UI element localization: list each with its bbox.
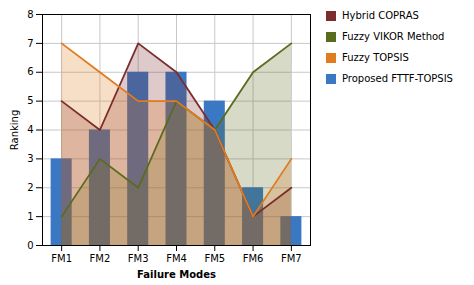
- svg-text:4: 4: [27, 124, 33, 135]
- svg-text:8: 8: [27, 9, 33, 20]
- html-text:Hybrid COPRAS: Hybrid COPRAS: [342, 10, 419, 21]
- svg-text:FM6: FM6: [243, 253, 264, 264]
- svg-text:FM7: FM7: [281, 253, 302, 264]
- svg-text:0: 0: [27, 240, 33, 251]
- svg-text:2: 2: [27, 182, 33, 193]
- svg-text:Failure Modes: Failure Modes: [137, 269, 216, 280]
- svg-text:FM3: FM3: [128, 253, 149, 264]
- svg-text:5: 5: [27, 95, 33, 106]
- svg-text:FM2: FM2: [90, 253, 111, 264]
- html-text:Fuzzy VIKOR Method: Fuzzy VIKOR Method: [342, 31, 445, 42]
- svg-text:FM4: FM4: [166, 253, 187, 264]
- svg-text:FM1: FM1: [51, 253, 72, 264]
- svg-text:Ranking: Ranking: [9, 110, 20, 150]
- svg-text:3: 3: [27, 153, 33, 164]
- svg-text:FM5: FM5: [204, 253, 225, 264]
- svg-text:1: 1: [27, 211, 33, 222]
- html-text:Fuzzy TOPSIS: Fuzzy TOPSIS: [342, 52, 409, 63]
- html-text:Proposed FTTF-TOPSIS: Proposed FTTF-TOPSIS: [342, 73, 453, 84]
- svg-text:6: 6: [27, 66, 33, 77]
- svg-text:7: 7: [27, 38, 33, 49]
